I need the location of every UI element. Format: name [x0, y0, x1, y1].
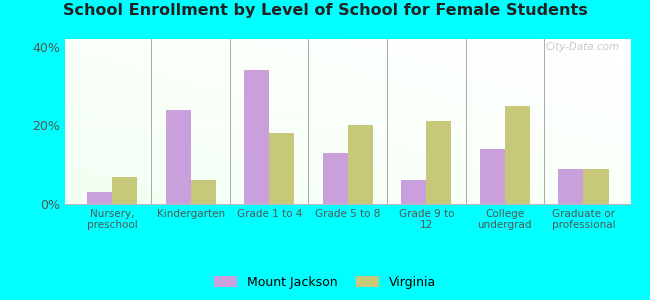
Bar [112, 176, 137, 204]
Bar [269, 133, 294, 204]
Bar [322, 153, 348, 204]
Bar [166, 110, 190, 204]
Bar [348, 125, 373, 204]
Text: School Enrollment by Level of School for Female Students: School Enrollment by Level of School for… [62, 3, 588, 18]
Bar [190, 180, 216, 204]
Bar [505, 106, 530, 204]
Bar [480, 149, 505, 204]
Text: City-Data.com: City-Data.com [545, 42, 619, 52]
Bar [584, 169, 608, 204]
Bar [244, 70, 269, 204]
Bar [87, 192, 112, 204]
Bar [401, 180, 426, 204]
Bar [426, 122, 452, 204]
Bar [558, 169, 584, 204]
Legend: Mount Jackson, Virginia: Mount Jackson, Virginia [209, 271, 441, 294]
